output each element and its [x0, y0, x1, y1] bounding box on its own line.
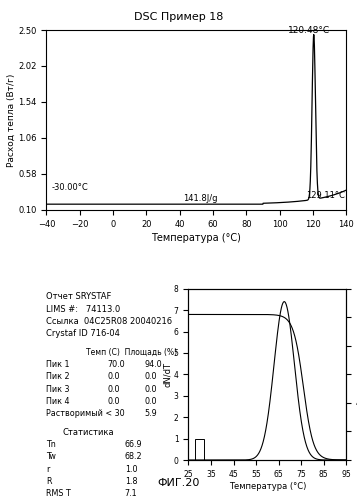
- Text: Пик 4: Пик 4: [46, 397, 70, 406]
- Text: 94.0: 94.0: [144, 360, 162, 369]
- Text: Пик 3: Пик 3: [46, 384, 70, 394]
- Text: DSC Пример 18: DSC Пример 18: [134, 12, 223, 22]
- Text: 1.0: 1.0: [125, 465, 137, 474]
- Text: RMS T: RMS T: [46, 490, 71, 498]
- Text: Tn: Tn: [46, 440, 56, 449]
- Text: Растворимый < 30: Растворимый < 30: [46, 410, 125, 418]
- Text: 0.0: 0.0: [144, 372, 157, 382]
- Text: R: R: [46, 477, 52, 486]
- Text: Пик 1: Пик 1: [46, 360, 70, 369]
- Text: 7.1: 7.1: [125, 490, 137, 498]
- Text: 0.0: 0.0: [144, 384, 157, 394]
- Text: -30.00°C: -30.00°C: [51, 184, 88, 192]
- Text: 70.0: 70.0: [108, 360, 125, 369]
- Text: Пик 2: Пик 2: [46, 372, 70, 382]
- X-axis label: Температура (°C): Температура (°C): [151, 232, 241, 242]
- Y-axis label: dN/dT: dN/dT: [164, 362, 172, 387]
- Text: 141.8J/g: 141.8J/g: [183, 194, 217, 203]
- Y-axis label: Расход тепла (Вт/г): Расход тепла (Вт/г): [6, 73, 15, 166]
- Text: Ссылка  04C25R08 20040216: Ссылка 04C25R08 20040216: [46, 317, 172, 326]
- Text: Отчет SRYSTAF: Отчет SRYSTAF: [46, 292, 112, 301]
- Text: Статистика: Статистика: [62, 428, 114, 437]
- Text: 1.8: 1.8: [125, 477, 137, 486]
- Text: ФИГ.20: ФИГ.20: [157, 478, 200, 488]
- Text: Темп (C)  Площадь (%): Темп (C) Площадь (%): [86, 348, 177, 356]
- Text: 0.0: 0.0: [108, 372, 120, 382]
- X-axis label: Температура (°C): Температура (°C): [228, 482, 306, 490]
- Text: 0.0: 0.0: [144, 397, 157, 406]
- Text: 120.48°C: 120.48°C: [288, 26, 330, 35]
- Text: Tw: Tw: [46, 452, 56, 462]
- Text: 0.0: 0.0: [108, 397, 120, 406]
- Text: 66.9: 66.9: [125, 440, 142, 449]
- Text: 0.0: 0.0: [108, 384, 120, 394]
- Text: LIMS #:   74113.0: LIMS #: 74113.0: [46, 304, 121, 314]
- Text: r: r: [46, 465, 50, 474]
- Text: 68.2: 68.2: [125, 452, 142, 462]
- Bar: [195, 438, 204, 460]
- Text: 5.9: 5.9: [144, 410, 157, 418]
- Text: 129.11°C: 129.11°C: [306, 191, 345, 200]
- Text: Crystaf ID 716-04: Crystaf ID 716-04: [46, 329, 120, 338]
